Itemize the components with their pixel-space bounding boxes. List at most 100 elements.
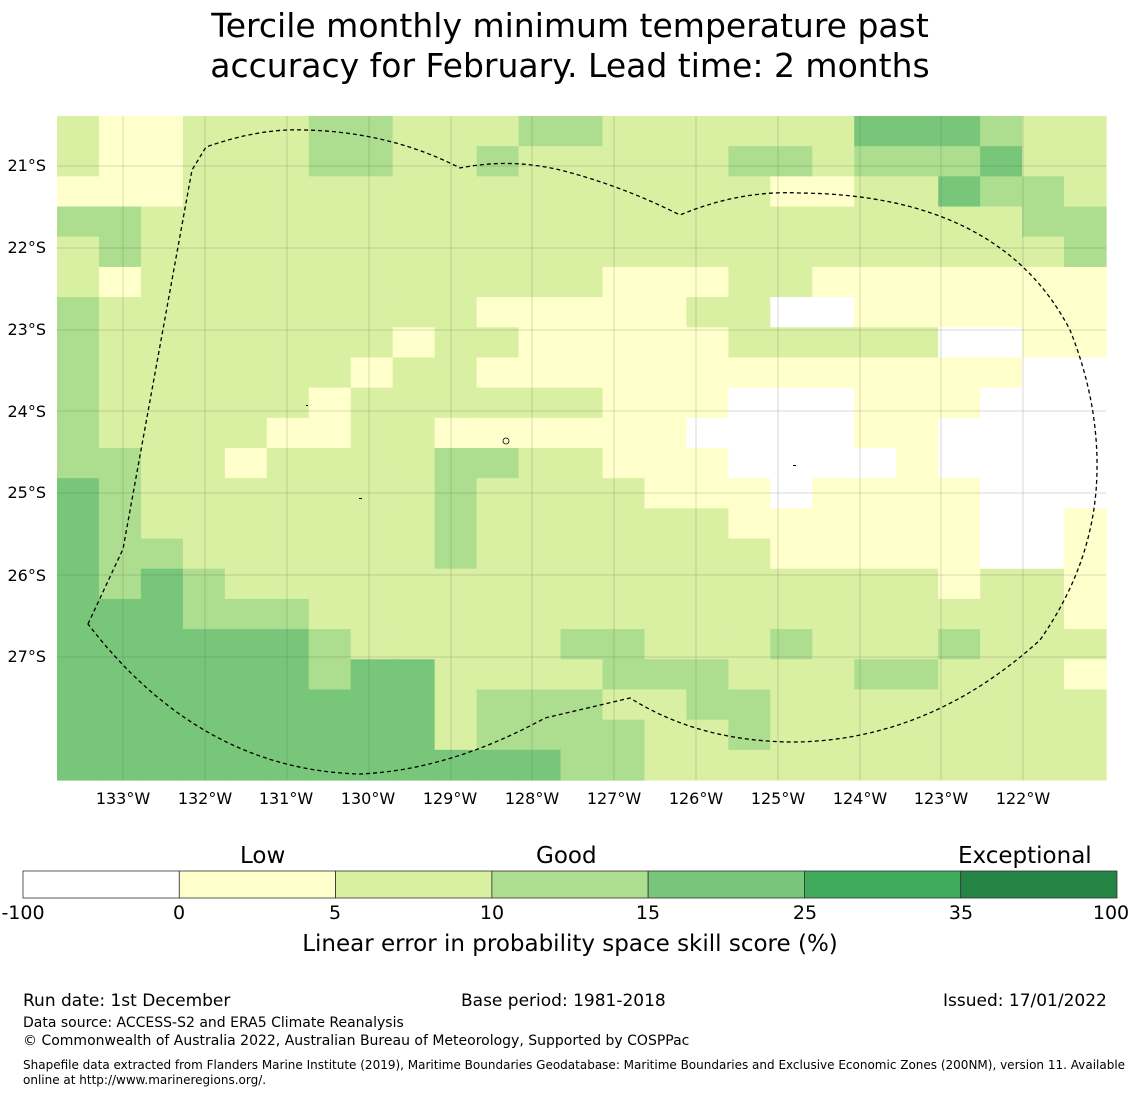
grid-cell: [602, 719, 646, 751]
grid-cell: [812, 146, 855, 177]
grid-cell: [896, 357, 939, 389]
grid-cell: [812, 629, 855, 660]
grid-cell: [980, 749, 1023, 781]
grid-cell: [644, 568, 687, 600]
colorbar-segment: [22, 870, 180, 899]
grid-cell: [602, 478, 646, 509]
grid-cell: [812, 538, 855, 570]
grid-cell: [896, 629, 939, 660]
grid-cell: [1022, 387, 1065, 419]
grid-cell: [434, 266, 478, 298]
grid-cell: [308, 116, 352, 147]
grid-cell: [1064, 146, 1107, 177]
grid-cell: [644, 116, 687, 147]
grid-cell: [560, 508, 604, 540]
grid-cell: [98, 206, 142, 238]
grid-cell: [644, 689, 687, 721]
grid-cell: [476, 327, 520, 359]
grid-cell: [812, 417, 855, 449]
grid-cell: [266, 146, 310, 177]
grid-cell: [812, 387, 855, 419]
grid-cell: [602, 327, 646, 359]
grid-cell: [1022, 206, 1065, 238]
grid-cell: [980, 629, 1023, 660]
grid-cell: [476, 508, 520, 540]
grid-cell: [770, 568, 813, 600]
grid-cell: [854, 266, 897, 298]
grid-cell: [896, 689, 939, 721]
grid-cell: [476, 176, 520, 208]
grid-cell: [1022, 176, 1065, 208]
grid-cell: [224, 327, 268, 359]
grid-cell: [224, 448, 268, 479]
grid-cell: [57, 568, 100, 600]
grid-cell: [434, 689, 478, 721]
grid-cell: [980, 417, 1023, 449]
grid-cell: [1022, 297, 1065, 328]
grid-cell: [1064, 508, 1107, 540]
grid-cell: [98, 689, 142, 721]
grid-cell: [896, 538, 939, 570]
grid-cell: [980, 448, 1023, 479]
lon-label: 133°W: [95, 789, 151, 808]
lat-label: 26°S: [7, 566, 46, 585]
lon-label: 125°W: [750, 789, 806, 808]
grid-cell: [308, 598, 352, 630]
grid-cell: [644, 297, 687, 328]
grid-cell: [392, 297, 436, 328]
grid-cell: [770, 478, 813, 509]
grid-cell: [854, 236, 897, 268]
grid-cell: [1022, 689, 1065, 721]
grid-cell: [518, 357, 562, 389]
grid-cell: [350, 508, 394, 540]
grid-cell: [98, 659, 142, 691]
grid-cell: [1064, 297, 1107, 328]
grid-cell: [182, 236, 226, 268]
grid-cell: [434, 749, 478, 781]
grid-cell: [182, 297, 226, 328]
grid-cell: [308, 478, 352, 509]
grid-cell: [980, 206, 1023, 238]
grid-cell: [770, 508, 813, 540]
grid-cell: [476, 417, 520, 449]
grid-cell: [1064, 749, 1107, 781]
grid-cell: [980, 297, 1023, 328]
grid-cell: [1022, 266, 1065, 298]
grid-cell: [98, 297, 142, 328]
grid-cell: [57, 146, 100, 177]
grid-cell: [938, 659, 981, 691]
grid-cell: [560, 659, 604, 691]
grid-cell: [938, 297, 981, 328]
grid-cell: [560, 478, 604, 509]
grid-cell: [980, 387, 1023, 419]
grid-cell: [686, 689, 729, 721]
grid-cell: [140, 146, 184, 177]
grid-cell: [938, 146, 981, 177]
grid-cell: [350, 719, 394, 751]
grid-cell: [392, 659, 436, 691]
grid-cell: [518, 689, 562, 721]
grid-cell: [182, 719, 226, 751]
grid-cell: [686, 719, 729, 751]
grid-cell: [938, 508, 981, 540]
lat-label: 23°S: [7, 320, 46, 339]
grid-cell: [224, 508, 268, 540]
lon-label: 130°W: [340, 789, 396, 808]
grid-cell: [1064, 448, 1107, 479]
grid-cell: [308, 387, 352, 419]
grid-cell: [350, 236, 394, 268]
grid-cell: [182, 417, 226, 449]
grid-cell: [350, 448, 394, 479]
grid-cell: [560, 387, 604, 419]
grid-cell: [140, 357, 184, 389]
grid-cell: [140, 689, 184, 721]
grid-cell: [686, 266, 729, 298]
lat-label: 21°S: [7, 156, 46, 175]
grid-cell: [644, 659, 687, 691]
grid-cell: [728, 659, 771, 691]
grid-cell: [812, 659, 855, 691]
grid-cell: [392, 508, 436, 540]
grid-cell: [518, 598, 562, 630]
island-marker-tiny: [359, 498, 362, 499]
grid-cell: [770, 357, 813, 389]
